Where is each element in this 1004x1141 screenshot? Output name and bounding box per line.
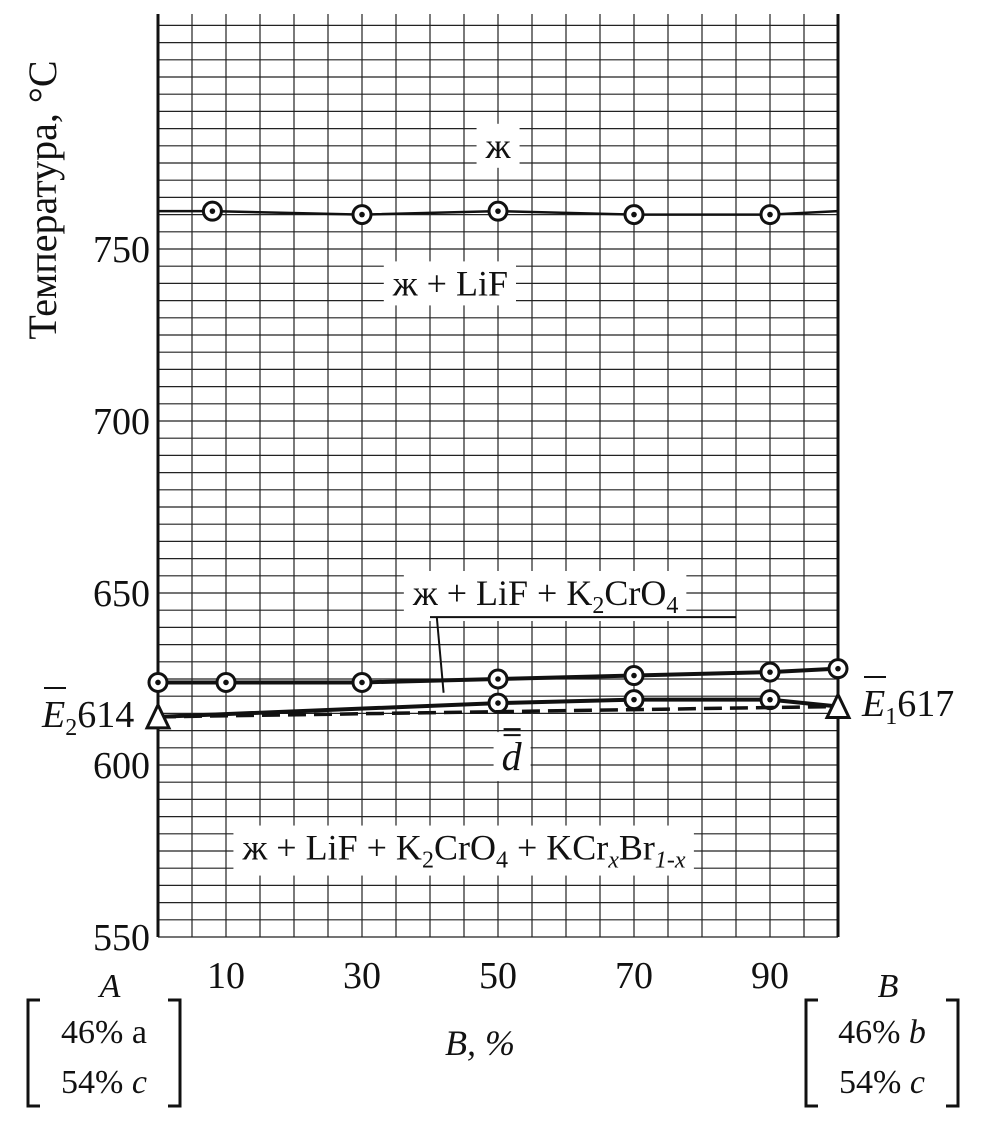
data-point-dot — [767, 696, 773, 703]
data-point-dot — [631, 696, 637, 703]
x-tick-label: 90 — [751, 955, 789, 997]
y-tick-label: 700 — [93, 401, 150, 443]
region-label-bg — [233, 825, 694, 876]
leader-line — [435, 616, 445, 693]
tick-labels: 550 600 650 700 750 10 30 50 70 90 — [93, 229, 789, 997]
series-line-3 — [157, 704, 839, 719]
endpoint-b-letter: B — [878, 968, 899, 1005]
region-label-part: ж + LiF + K — [241, 828, 422, 868]
endpoint-b-line1-var: b — [909, 1014, 926, 1051]
data-point-dot — [767, 669, 773, 675]
endpoint-b-line2-num: 54% — [839, 1064, 910, 1101]
data-point-dot — [359, 679, 365, 686]
y-axis-label: Температура, °C — [20, 60, 65, 339]
x-axis-label: B, % — [445, 1023, 515, 1063]
region-label-four-phase: ж + LiF + K2CrO4 + KCrxBr1-x — [233, 825, 694, 876]
region-label-text: d — [502, 734, 523, 779]
y-tick-label: 550 — [93, 917, 150, 959]
endpoint-a-line1: 46% a — [61, 1014, 147, 1051]
region-label-liquid-lif-k2cro4: ж + LiF + K2CrO4 — [403, 571, 687, 621]
y-tick-label: 600 — [93, 745, 150, 787]
endpoint-b-line1: 46% b — [838, 1014, 926, 1051]
data-point-dot — [631, 672, 637, 679]
data-point-dot — [495, 700, 501, 706]
eutectic-marker — [824, 691, 852, 720]
endpoint-a-right-bracket — [168, 998, 182, 1108]
data-point-dot — [835, 665, 841, 672]
data-point-dot — [223, 679, 229, 686]
data-point-dot — [359, 211, 365, 218]
region-label-part: + KCr — [508, 828, 608, 868]
data-point-dot — [631, 211, 637, 218]
e1-letter: E — [861, 683, 885, 725]
plot-frame — [156, 14, 840, 937]
eutectic-e1: E1617 — [861, 676, 954, 730]
eutectic-marker — [144, 701, 172, 730]
endpoint-a-letter: A — [98, 968, 121, 1005]
region-label-bg — [493, 732, 531, 782]
svg-text:E1617: E1617 — [861, 683, 954, 730]
eutectic-e2: E2614 — [41, 687, 134, 741]
endpoint-b-right-bracket — [946, 998, 960, 1108]
region-label-part: CrO — [604, 573, 666, 613]
region-label-text: ж + LiF + K2CrO4 — [412, 573, 679, 619]
endpoint-b-left-bracket — [804, 998, 818, 1108]
region-label-d-point: d — [493, 728, 531, 782]
region-label-text: ж — [485, 126, 512, 166]
grid — [158, 14, 838, 938]
endpoint-a-left-bracket — [26, 998, 40, 1108]
x-tick-label: 50 — [479, 955, 517, 997]
endpoint-b-line2-var: c — [910, 1064, 925, 1101]
region-label-part: ж — [485, 126, 512, 166]
region-label-liquid: ж — [476, 123, 520, 168]
e1-subscript: 1 — [885, 704, 897, 730]
data-point-dot — [155, 679, 161, 686]
region-label-part: ж + LiF — [392, 263, 508, 303]
region-label-part: CrO — [434, 828, 496, 868]
region-label-text: ж + LiF — [392, 263, 508, 303]
y-tick-label: 650 — [93, 573, 150, 615]
region-label-text: ж + LiF + K2CrO4 + KCrxBr1-x — [241, 828, 685, 874]
e2-subscript: 2 — [65, 715, 77, 741]
endpoint-a: A 46% a 54% c — [26, 968, 182, 1108]
endpoint-b-line2: 54% c — [839, 1064, 925, 1101]
region-label-bg — [476, 123, 520, 168]
endpoint-a-line2: 54% c — [61, 1064, 147, 1101]
region-label-part: Br — [619, 828, 655, 868]
region-label-subscript: x — [607, 848, 619, 874]
y-tick-label: 750 — [93, 229, 150, 271]
x-tick-label: 10 — [207, 955, 245, 997]
endpoint-b-line1-num: 46% — [838, 1014, 909, 1051]
e1-value: 617 — [897, 683, 954, 725]
data-point-dot — [767, 211, 773, 218]
series-group — [144, 200, 852, 730]
region-label-subscript: 2 — [592, 593, 604, 619]
region-label-subscript: 4 — [666, 593, 678, 619]
e2-value: 614 — [77, 694, 134, 736]
data-point-dot — [495, 208, 501, 214]
region-label-subscript: 2 — [422, 848, 434, 874]
region-label-subscript: 4 — [496, 848, 508, 874]
region-label-liquid-lif: ж + LiF — [383, 261, 517, 306]
x-tick-label: 30 — [343, 955, 381, 997]
data-point-dot — [495, 676, 501, 682]
x-tick-label: 70 — [615, 955, 653, 997]
endpoint-a-line2-num: 54% — [61, 1064, 132, 1101]
region-label-bg — [403, 571, 687, 621]
data-point-dot — [209, 208, 216, 214]
svg-text:E2614: E2614 — [41, 694, 134, 741]
x-axis-label-text: B, % — [445, 1023, 515, 1063]
region-label-bg — [383, 261, 517, 306]
region-label-part: ж + LiF + K — [412, 573, 593, 613]
e2-letter: E — [41, 694, 65, 736]
endpoint-a-line2-var: c — [132, 1064, 147, 1101]
region-label-subscript: 1-x — [655, 848, 686, 874]
region-label-part: d — [502, 734, 523, 779]
endpoint-b: B 46% b 54% c — [804, 968, 960, 1108]
